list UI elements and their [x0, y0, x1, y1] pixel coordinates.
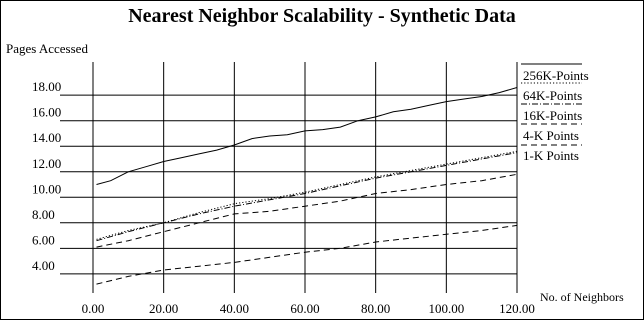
y-tick-label-2: 8.00 — [32, 207, 55, 222]
y-tick-label-5: 14.00 — [32, 130, 61, 145]
legend-label-64k: 64K-Points — [523, 88, 583, 103]
y-tick-label-4: 12.00 — [32, 156, 61, 171]
legend-label-256k: 256K-Points — [523, 68, 589, 83]
y-tick-label-3: 10.00 — [32, 181, 61, 196]
x-tick-label-6: 120.00 — [499, 301, 535, 316]
tick-labels: 0.00 20.00 40.00 60.00 80.00 100.00 120.00 4.00… — [32, 79, 535, 316]
x-tick-label-4: 80.00 — [361, 301, 390, 316]
series-line-2 — [96, 152, 518, 242]
y-axis-label: Pages Accessed — [6, 41, 88, 56]
series-lines — [96, 87, 518, 285]
series-line-0 — [96, 87, 518, 185]
x-tick-label-3: 60.00 — [290, 301, 319, 316]
legend-label-16k: 16K-Points — [523, 108, 583, 123]
legend-samples — [521, 63, 582, 146]
x-tick-label-2: 40.00 — [220, 301, 249, 316]
y-tick-label-7: 18.00 — [32, 79, 61, 94]
y-tick-label-6: 16.00 — [32, 105, 61, 120]
legend-label-1k: 1-K Points — [523, 148, 579, 163]
x-tick-label-1: 20.00 — [149, 301, 178, 316]
chart-title: Nearest Neighbor Scalability - Synthetic… — [128, 5, 516, 27]
series-line-4 — [96, 224, 518, 285]
x-tick-label-5: 100.00 — [428, 301, 464, 316]
grid-lines — [60, 62, 518, 293]
y-tick-label-0: 4.00 — [32, 258, 55, 273]
legend-label-4k: 4-K Points — [523, 128, 579, 143]
x-axis-label: No. of Neighbors — [540, 290, 624, 304]
series-line-3 — [96, 173, 518, 248]
x-tick-label-0: 0.00 — [82, 301, 105, 316]
y-tick-label-1: 6.00 — [32, 232, 55, 247]
